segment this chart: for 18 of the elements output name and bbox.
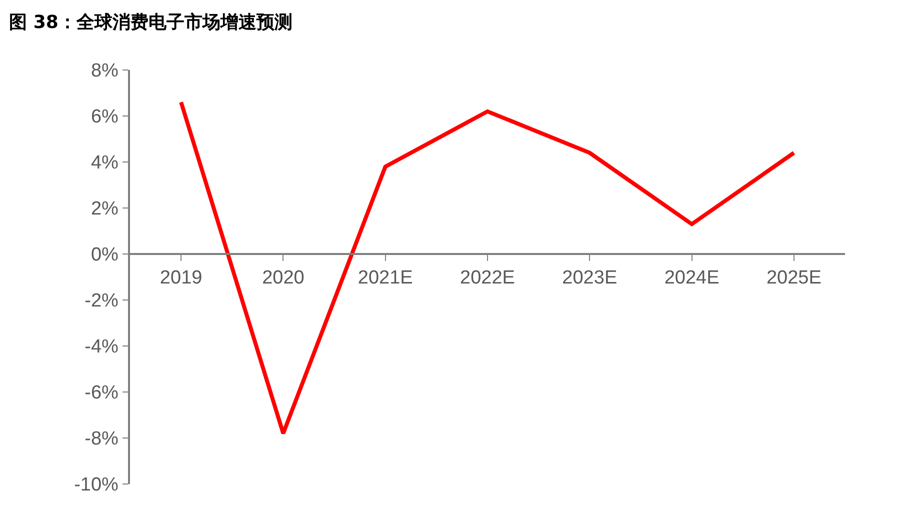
x-tick-label: 2020 [262,268,304,289]
x-tick-label: 2023E [562,268,618,289]
x-tick-label: 2024E [664,268,720,289]
y-tick-label: -6% [84,382,119,404]
x-tick-label: 2019 [160,268,202,289]
x-tick-label: 2022E [460,268,515,289]
chart-title: 图 38：全球消费电子市场增速预测 [9,12,292,33]
y-tick-label: 4% [90,152,119,174]
y-tick-label: 0% [90,244,119,266]
y-tick-label: 2% [90,198,119,220]
y-tick-label: -2% [84,290,119,312]
y-tick-label: -4% [84,336,119,358]
y-tick-label: 8% [90,60,119,82]
y-tick-label: -10% [74,474,119,496]
x-tick-label: 2021E [358,268,413,289]
y-tick-label: 6% [90,106,119,128]
x-tick-label: 2025E [766,268,822,289]
y-tick-label: -8% [84,428,119,450]
